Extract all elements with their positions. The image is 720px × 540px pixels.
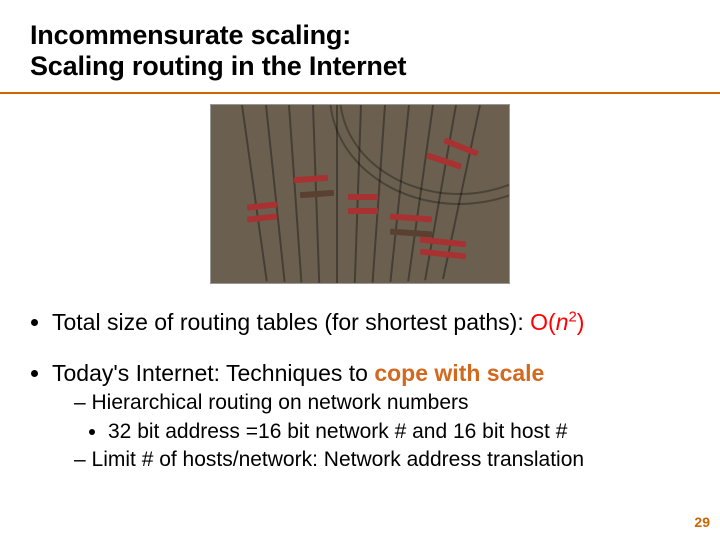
train-car [419,249,465,260]
slide-title: Incommensurate scaling: Scaling routing … [30,20,690,82]
bullet-list: Total size of routing tables (for shorte… [52,307,690,474]
exponent: 2 [568,308,576,325]
sub-bullet-list: Hierarchical routing on network numbers … [74,389,690,474]
train-car [294,175,328,183]
train-car [419,236,465,247]
train-car [247,201,277,210]
image-container [30,104,690,289]
train-car [348,194,378,200]
title-line-2: Scaling routing in the Internet [30,51,406,81]
train-car [348,208,378,214]
bullet-1-text: Total size of routing tables (for shorte… [52,309,530,335]
slide: Incommensurate scaling: Scaling routing … [0,0,720,540]
railyard-photo [210,104,510,284]
title-line-1: Incommensurate scaling: [30,20,351,50]
train-car [247,214,277,223]
train-car [300,189,334,197]
bullet-2a-i: 32 bit address =16 bit network # and 16 … [108,418,690,446]
bullet-2a: Hierarchical routing on network numbers … [74,389,690,446]
bullet-2-text: Today's Internet: Techniques to [52,360,374,386]
title-rule [0,92,720,94]
variable-n: n [556,309,569,335]
page-number: 29 [694,514,710,530]
big-o-notation: O(n2) [530,309,584,335]
railyard-tracks [211,105,509,283]
bullet-1: Total size of routing tables (for shorte… [52,307,690,338]
bullet-2: Today's Internet: Techniques to cope wit… [52,358,690,474]
sub-sub-bullet-list: 32 bit address =16 bit network # and 16 … [108,418,690,446]
emphasis-cope: cope with scale [374,360,544,386]
bullet-2b: Limit # of hosts/network: Network addres… [74,446,690,474]
